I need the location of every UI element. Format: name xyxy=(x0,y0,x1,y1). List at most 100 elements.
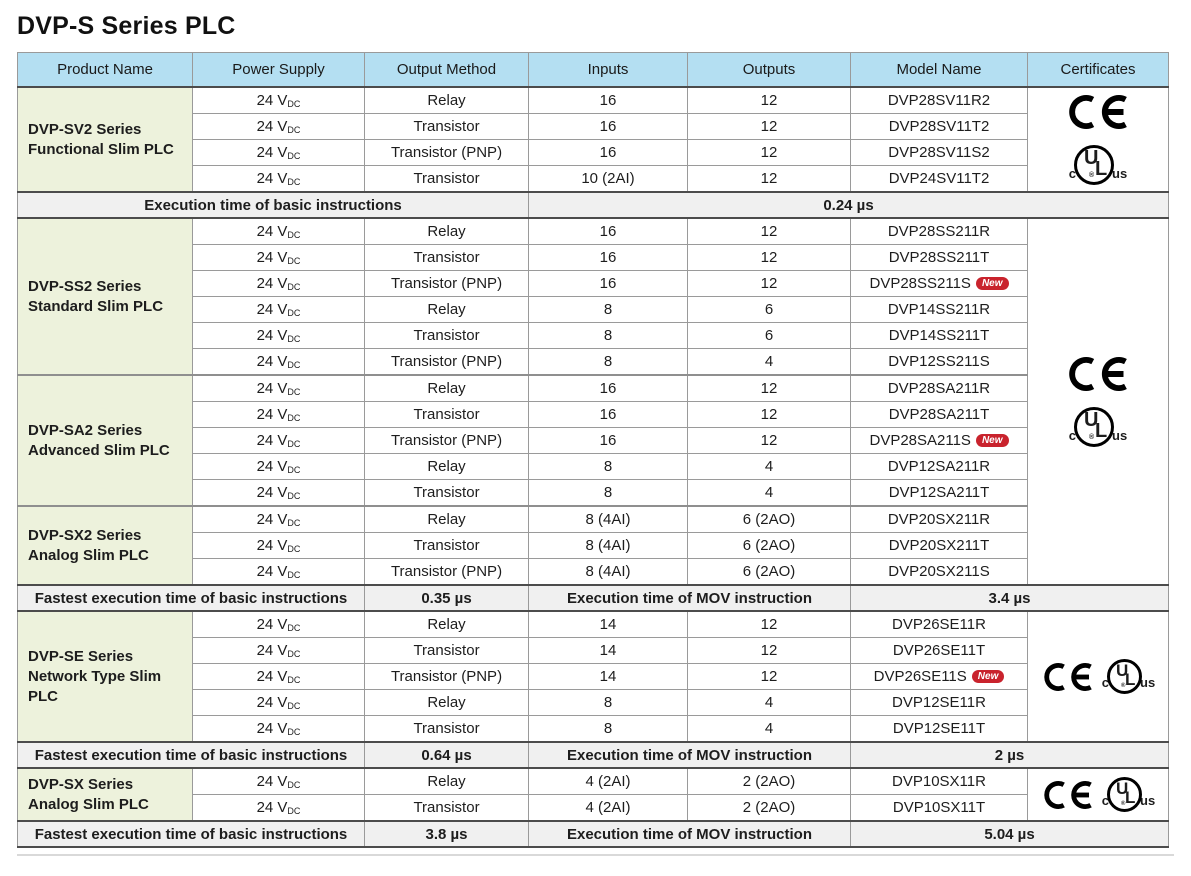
power-supply-value: 24 V xyxy=(256,668,288,685)
product-name-cell: DVP-SE Series Network Type Slim PLC xyxy=(17,610,193,743)
model-name-cell: DVP10SX11R xyxy=(850,767,1028,795)
ul-circle: U L ® xyxy=(1074,144,1115,185)
power-supply-value: 24 V xyxy=(256,223,288,240)
spec-label-cell: Execution time of basic instructions xyxy=(17,191,529,219)
power-supply-cell: 24 VDC xyxy=(192,689,365,716)
product-name-cell: DVP-SA2 Series Advanced Slim PLC xyxy=(17,374,193,507)
table-row: 24 VDC Transistor 8 6 DVP14SS211T xyxy=(18,322,1169,349)
spec-value-cell: 0.35 µs xyxy=(364,584,529,612)
product-name-line: DVP-SA2 Series xyxy=(28,421,143,439)
table-row: 24 VDC Transistor 10 (2AI) 12 DVP24SV11T2 xyxy=(18,165,1169,193)
model-name-cell: DVP28SS211T xyxy=(850,244,1028,271)
model-name: DVP28SV11T2 xyxy=(888,118,990,135)
model-name: DVP10SX11T xyxy=(892,799,986,816)
power-supply-subscript: DC xyxy=(287,282,301,292)
bottom-divider xyxy=(17,854,1174,856)
power-supply-cell: 24 VDC xyxy=(192,165,365,193)
model-name-cell: DVP14SS211R xyxy=(850,296,1028,323)
spec-label-cell: Fastest execution time of basic instruct… xyxy=(17,584,365,612)
product-name-line: Analog Slim PLC xyxy=(28,795,149,813)
inputs-cell: 14 xyxy=(528,610,688,638)
output-method-cell: Relay xyxy=(364,374,529,402)
product-name-line: Standard Slim PLC xyxy=(28,297,164,315)
model-name: DVP28SA211S xyxy=(869,432,971,449)
product-name-cell: DVP-SX Series Analog Slim PLC xyxy=(17,767,193,822)
table-body: DVP-SV2 Series Functional Slim PLC 24 VDC R… xyxy=(17,86,1169,848)
outputs-cell: 12 xyxy=(687,217,851,245)
ul-letter-u: U xyxy=(1116,661,1129,680)
table-row: 24 VDC Transistor 4 (2AI) 2 (2AO) DVP10SX11T xyxy=(18,794,1169,822)
power-supply-cell: 24 VDC xyxy=(192,217,365,245)
outputs-cell: 2 (2AO) xyxy=(687,767,851,795)
product-name-line: DVP-SX Series xyxy=(28,775,134,793)
output-method-cell: Transistor (PNP) xyxy=(364,348,529,376)
inputs-cell: 8 xyxy=(528,715,688,743)
model-name: DVP12SE11T xyxy=(892,720,986,737)
inputs-cell: 16 xyxy=(528,270,688,297)
ul-registered: ® xyxy=(1089,171,1095,179)
power-supply-subscript: DC xyxy=(287,334,301,344)
outputs-cell: 12 xyxy=(687,113,851,140)
model-name: DVP26SE11T xyxy=(892,642,986,659)
outputs-cell: 12 xyxy=(687,86,851,114)
spec-value-cell: 0.24 µs xyxy=(528,191,1169,219)
product-name-line: Advanced Slim PLC xyxy=(28,441,170,459)
power-supply-subscript: DC xyxy=(287,151,301,161)
product-name-line: Analog Slim PLC xyxy=(28,546,149,564)
model-name: DVP28SS211R xyxy=(887,223,991,240)
power-supply-subscript: DC xyxy=(287,465,301,475)
power-supply-value: 24 V xyxy=(256,799,288,816)
power-supply-subscript: DC xyxy=(287,780,301,790)
certificates-cell: c U L ® us xyxy=(1027,217,1169,586)
table-row: 24 VDC Transistor (PNP) 8 4 DVP12SS211S xyxy=(18,348,1169,376)
new-badge: New xyxy=(971,670,1005,683)
model-name-cell: DVP28SV11S2 xyxy=(850,139,1028,166)
table-row: 24 VDC Transistor 8 4 DVP12SE11T xyxy=(18,715,1169,743)
power-supply-value: 24 V xyxy=(256,92,288,109)
product-name-line: Functional Slim PLC xyxy=(28,140,174,158)
power-supply-subscript: DC xyxy=(287,675,301,685)
table-row: DVP-SS2 Series Standard Slim PLC 24 VDC Rel… xyxy=(17,217,1169,586)
model-name: DVP24SV11T2 xyxy=(888,170,990,187)
ul-us-label: us xyxy=(1112,427,1128,443)
power-supply-value: 24 V xyxy=(256,720,288,737)
output-method-cell: Transistor xyxy=(364,479,529,507)
output-method-cell: Relay xyxy=(364,296,529,323)
spec-label-cell: Execution time of MOV instruction xyxy=(528,820,851,848)
ul-c-label: c xyxy=(1068,165,1077,181)
outputs-cell: 2 (2AO) xyxy=(687,794,851,822)
column-header-product-name: Product Name xyxy=(17,52,193,88)
power-supply-value: 24 V xyxy=(256,458,288,475)
inputs-cell: 8 (4AI) xyxy=(528,558,688,586)
table-row: DVP-SE Series Network Type Slim PLC 24 VDC R… xyxy=(17,610,1169,743)
power-supply-value: 24 V xyxy=(256,144,288,161)
power-supply-value: 24 V xyxy=(256,353,288,370)
model-name: DVP14SS211T xyxy=(888,327,990,344)
power-supply-subscript: DC xyxy=(287,256,301,266)
outputs-cell: 4 xyxy=(687,689,851,716)
output-method-cell: Transistor (PNP) xyxy=(364,663,529,690)
power-supply-cell: 24 VDC xyxy=(192,532,365,559)
product-name-line: PLC xyxy=(28,687,58,705)
ul-letter-u: U xyxy=(1116,779,1129,798)
power-supply-subscript: DC xyxy=(287,623,301,633)
ul-registered: ® xyxy=(1089,433,1095,441)
power-supply-value: 24 V xyxy=(256,773,288,790)
product-name-cell: DVP-SV2 Series Functional Slim PLC xyxy=(17,86,193,193)
page-title: DVP-S Series PLC xyxy=(17,12,236,40)
model-name-cell: DVP28SA211R xyxy=(850,374,1028,402)
ul-c-label: c xyxy=(1101,793,1110,808)
output-method-cell: Relay xyxy=(364,217,529,245)
power-supply-subscript: DC xyxy=(287,125,301,135)
ul-mark-icon: c U L ® us xyxy=(1068,144,1127,185)
power-supply-subscript: DC xyxy=(287,544,301,554)
model-name: DVP28SA211T xyxy=(888,406,990,423)
power-supply-value: 24 V xyxy=(256,118,288,135)
ul-letter-u: U xyxy=(1084,408,1099,431)
output-method-cell: Transistor xyxy=(364,401,529,428)
inputs-cell: 16 xyxy=(528,139,688,166)
outputs-cell: 6 (2AO) xyxy=(687,532,851,559)
ul-letter-l: L xyxy=(1125,670,1136,689)
output-method-cell: Transistor (PNP) xyxy=(364,139,529,166)
output-method-cell: Transistor xyxy=(364,322,529,349)
